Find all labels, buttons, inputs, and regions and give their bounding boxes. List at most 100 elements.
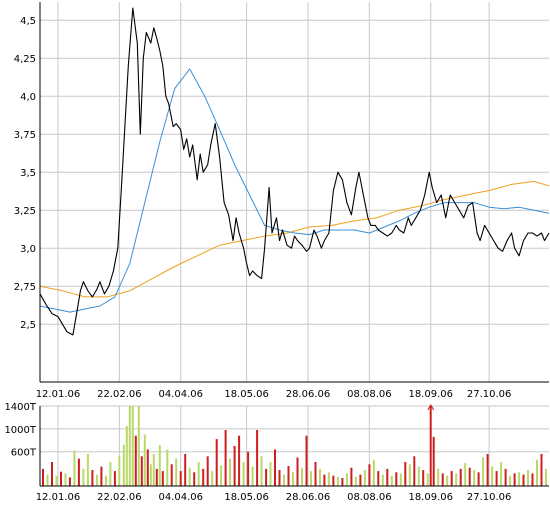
volume-bar bbox=[256, 430, 259, 486]
price-panel: 4,5 4,25 4,0 3,75 3,5 3,25 3,0 2,75 2,5 12.01.06 2… bbox=[14, 2, 550, 400]
volume-bar bbox=[233, 446, 236, 486]
volume-bar bbox=[137, 406, 140, 486]
price-x-tick-label: 18.05.06 bbox=[224, 389, 269, 400]
volume-bar bbox=[341, 478, 344, 486]
volume-bar bbox=[274, 449, 276, 486]
volume-bar bbox=[323, 474, 326, 486]
volume-x-tick-label: 18.09.06 bbox=[408, 492, 453, 503]
price-x-tick-label: 04.04.06 bbox=[158, 389, 203, 400]
volume-bar bbox=[437, 468, 440, 486]
volume-plot-area bbox=[40, 406, 549, 486]
volume-y-tick-label: 1400T bbox=[4, 402, 36, 413]
volume-bar bbox=[82, 468, 85, 486]
price-y-tick-label: 4,25 bbox=[14, 54, 36, 65]
volume-bar bbox=[242, 462, 245, 486]
volume-bar bbox=[211, 471, 214, 486]
volume-overflow-arrow bbox=[427, 404, 435, 411]
volume-bar bbox=[345, 473, 348, 486]
volume-y-tick-label: 1000T bbox=[4, 425, 36, 436]
volume-bar bbox=[301, 467, 303, 486]
volume-bar bbox=[158, 444, 161, 486]
volume-bar bbox=[450, 471, 453, 486]
volume-bar bbox=[265, 468, 268, 486]
volume-bar bbox=[426, 473, 429, 486]
volume-bar bbox=[215, 439, 218, 486]
volume-bar bbox=[522, 474, 525, 486]
volume-bar bbox=[495, 471, 498, 486]
volume-x-tick-label: 27.10.06 bbox=[467, 492, 512, 503]
volume-bar bbox=[482, 457, 485, 486]
volume-bar bbox=[55, 475, 58, 486]
volume-bar bbox=[531, 473, 534, 486]
price-line bbox=[39, 7, 550, 336]
volume-bar bbox=[422, 470, 425, 486]
volume-bar bbox=[146, 449, 149, 486]
moving-average-long-line bbox=[39, 180, 550, 298]
volume-bar bbox=[73, 450, 76, 486]
volume-bar bbox=[486, 454, 489, 486]
volume-bar bbox=[134, 435, 137, 486]
volume-bar bbox=[314, 462, 317, 486]
volume-bar bbox=[64, 473, 67, 486]
volume-bar bbox=[42, 468, 44, 486]
volume-bar bbox=[202, 468, 205, 486]
volume-bar bbox=[446, 475, 449, 486]
volume-bar bbox=[377, 471, 380, 486]
volume-bar bbox=[372, 459, 375, 486]
volume-bar bbox=[95, 474, 98, 486]
volume-bar bbox=[155, 468, 158, 486]
volume-bar bbox=[122, 444, 125, 486]
volume-bar bbox=[206, 456, 209, 486]
price-y-tick-label: 4,5 bbox=[20, 16, 36, 27]
volume-bar bbox=[278, 470, 281, 486]
volume-bar bbox=[143, 434, 146, 486]
volume-bar bbox=[170, 464, 173, 486]
volume-y-tick-label: 600T bbox=[11, 448, 37, 459]
volume-bar bbox=[68, 477, 71, 486]
volume-x-tick-label: 04.04.06 bbox=[158, 492, 203, 503]
volume-bar bbox=[140, 456, 143, 486]
volume-bar bbox=[260, 456, 263, 486]
volume-bar bbox=[500, 462, 503, 486]
price-x-tick-label: 08.08.06 bbox=[347, 389, 392, 400]
volume-bar bbox=[468, 467, 471, 486]
volume-bar bbox=[432, 436, 435, 486]
volume-panel: 1400T 1000T 600T 12.01.06 22.02.06 04.04.06 18… bbox=[4, 402, 549, 503]
volume-bar bbox=[473, 470, 476, 486]
volume-bar bbox=[336, 476, 339, 486]
price-x-tick-label: 27.10.06 bbox=[467, 389, 512, 400]
volume-bar bbox=[477, 472, 480, 486]
volume-bar bbox=[161, 471, 164, 486]
volume-bar bbox=[197, 462, 200, 486]
volume-bar bbox=[46, 474, 49, 486]
volume-bar bbox=[296, 457, 299, 486]
volume-bar bbox=[292, 472, 294, 486]
price-x-tick-label: 22.02.06 bbox=[97, 389, 142, 400]
volume-bar bbox=[429, 406, 432, 486]
price-plot-area bbox=[40, 2, 549, 382]
volume-bar bbox=[408, 464, 411, 486]
volume-bar bbox=[350, 467, 353, 486]
price-y-tick-label: 4,0 bbox=[20, 92, 36, 103]
volume-x-tick-label: 12.01.06 bbox=[36, 492, 81, 503]
volume-bar bbox=[166, 449, 169, 486]
volume-bar bbox=[86, 454, 89, 486]
volume-bar bbox=[368, 464, 371, 486]
volume-bar bbox=[327, 472, 330, 486]
volume-bar bbox=[540, 454, 543, 486]
volume-bar bbox=[305, 435, 308, 486]
volume-bar bbox=[109, 462, 112, 486]
volume-bar bbox=[395, 472, 398, 486]
volume-bar bbox=[188, 467, 191, 486]
volume-bar bbox=[441, 473, 444, 486]
volume-bar bbox=[455, 473, 458, 486]
volume-bar bbox=[220, 465, 223, 486]
volume-bar bbox=[269, 462, 272, 486]
volume-bar bbox=[287, 466, 290, 486]
volume-bar bbox=[184, 454, 187, 486]
volume-bar bbox=[504, 468, 507, 486]
volume-bar bbox=[224, 430, 227, 486]
volume-bar bbox=[51, 462, 53, 486]
volume-bar bbox=[417, 466, 420, 486]
volume-bar bbox=[125, 426, 128, 486]
